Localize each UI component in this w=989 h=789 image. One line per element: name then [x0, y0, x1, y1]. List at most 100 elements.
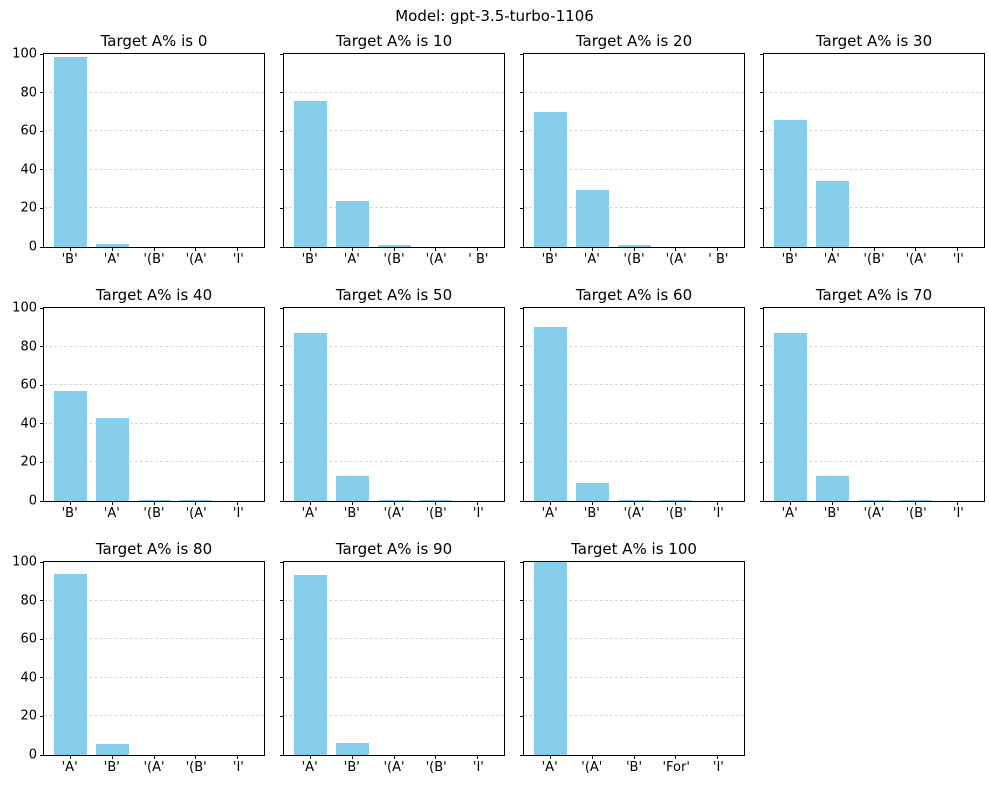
x-tick-label: 'For'	[662, 760, 690, 775]
y-tick-mark	[40, 754, 44, 756]
x-tick-mark	[831, 247, 833, 251]
x-tick-mark	[915, 501, 917, 505]
figure-title: Model: gpt-3.5-turbo-1106	[395, 7, 594, 25]
x-tick-label: '(A'	[185, 506, 207, 521]
plot-area	[520, 307, 745, 505]
y-tick-mark	[280, 600, 284, 602]
subplot-target-a-20: Target A% is 20 'B' 'A' '(B' '(A' ' B'	[520, 31, 745, 267]
gridline	[44, 384, 264, 386]
x-tick-label: '(B'	[905, 506, 927, 521]
x-tick-mark	[309, 247, 311, 251]
x-tick-mark	[873, 501, 875, 505]
x-tick-mark	[675, 755, 677, 759]
x-tick-label: 'I'	[952, 506, 964, 521]
y-tick-mark	[520, 169, 524, 171]
subplot-target-a-90: Target A% is 90 'A' 'B' '(A' '(B' 'I'	[280, 539, 505, 775]
x-tick-mark	[195, 501, 197, 505]
bar	[95, 243, 129, 247]
subplot-title: Target A% is 40	[95, 286, 213, 304]
x-tick-mark	[633, 755, 635, 759]
x-tick-label: 'A'	[541, 760, 558, 775]
gridline	[284, 384, 504, 386]
y-tick-mark	[40, 677, 44, 679]
plot-area	[280, 307, 505, 505]
x-tick-label: ' B'	[468, 252, 489, 267]
x-tick-mark	[477, 247, 479, 251]
gridline	[44, 461, 264, 463]
y-tick-mark	[280, 307, 284, 309]
x-tick-mark	[915, 247, 917, 251]
bar	[377, 245, 411, 247]
y-tick-mark	[520, 207, 524, 209]
x-tick-mark	[549, 247, 551, 251]
y-tick-mark	[280, 561, 284, 563]
x-tick-mark	[789, 247, 791, 251]
plot-area	[280, 561, 505, 759]
y-tick-mark	[280, 423, 284, 425]
gridline	[524, 207, 744, 209]
y-tick-mark	[520, 53, 524, 55]
gridline	[524, 422, 744, 424]
y-tick-mark	[760, 92, 764, 94]
subplot-target-a-100: Target A% is 100 'A' '(A' 'B' 'For' 'I'	[520, 539, 745, 775]
y-tick-mark	[520, 423, 524, 425]
x-tick-label: '(B'	[863, 252, 885, 267]
y-tick-mark	[40, 384, 44, 386]
bar	[293, 574, 327, 755]
y-tick-mark	[280, 92, 284, 94]
y-tick-label: 0	[28, 493, 37, 509]
x-tick-label: '(A'	[623, 506, 645, 521]
x-tick-label: 'B'	[61, 252, 78, 267]
gridline	[284, 461, 504, 463]
bar	[377, 499, 411, 501]
gridline	[764, 461, 984, 463]
bar	[53, 56, 87, 247]
gridline	[524, 638, 744, 640]
x-tick-label: '(A'	[425, 252, 447, 267]
x-tick-mark	[237, 755, 239, 759]
plot-area: 0 20 40 60 80 100	[12, 556, 265, 762]
gridline	[284, 715, 504, 717]
bar	[899, 499, 933, 501]
gridline	[764, 168, 984, 170]
y-tick-label: 60	[20, 377, 37, 393]
x-tick-mark	[789, 501, 791, 505]
gridline	[764, 384, 984, 386]
x-tick-mark	[549, 755, 551, 759]
bar	[53, 391, 87, 501]
x-tick-label: 'I'	[232, 760, 244, 775]
x-tick-mark	[957, 247, 959, 251]
x-tick-label: 'I'	[232, 506, 244, 521]
x-axis-labels: 'A' 'B' '(A' '(B' 'I'	[43, 756, 265, 775]
x-tick-mark	[153, 247, 155, 251]
x-axis-labels: 'A' 'B' '(A' '(B' 'I'	[283, 502, 505, 521]
x-tick-mark	[69, 247, 71, 251]
x-axis-labels: 'A' 'B' '(A' '(B' 'I'	[523, 502, 745, 521]
bar	[815, 475, 849, 501]
y-tick-mark	[760, 461, 764, 463]
y-tick-mark	[520, 130, 524, 132]
y-tick-mark	[760, 130, 764, 132]
x-tick-mark	[309, 755, 311, 759]
gridline	[44, 91, 264, 93]
x-tick-mark	[717, 755, 719, 759]
gridline	[524, 130, 744, 132]
gridline	[524, 676, 744, 678]
y-tick-label: 60	[20, 123, 37, 139]
x-tick-label: 'B'	[625, 760, 643, 775]
gridline	[764, 207, 984, 209]
y-tick-mark	[280, 500, 284, 502]
gridline	[764, 345, 984, 347]
y-tick-mark	[520, 307, 524, 309]
x-tick-label: '(A'	[143, 760, 165, 775]
subplot-title: Target A% is 90	[335, 540, 453, 558]
y-tick-label: 0	[28, 239, 37, 255]
x-tick-mark	[111, 247, 113, 251]
x-tick-label: 'A'	[343, 252, 360, 267]
bar	[533, 562, 567, 755]
gridline	[284, 638, 504, 640]
x-tick-label: '(B'	[185, 760, 207, 775]
bar	[533, 111, 567, 247]
x-tick-label: ' B'	[708, 252, 729, 267]
